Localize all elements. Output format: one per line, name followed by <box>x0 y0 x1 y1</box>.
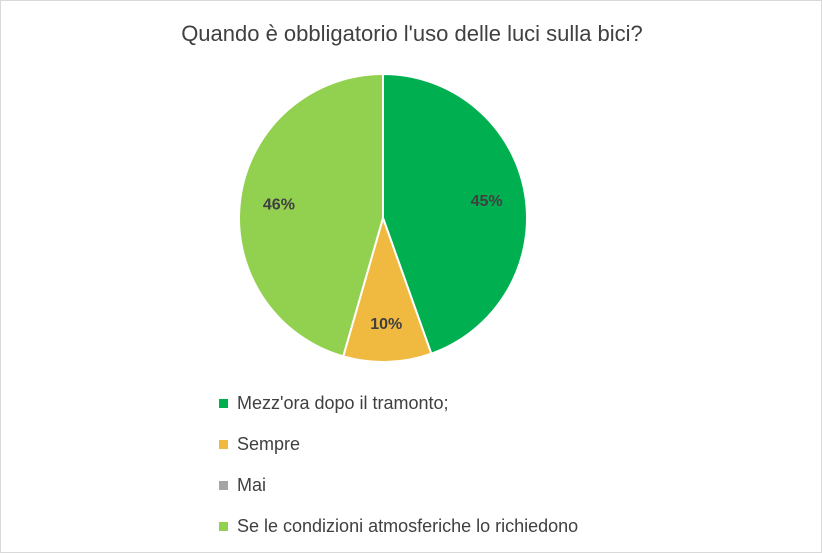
legend-label: Se le condizioni atmosferiche lo richied… <box>237 516 579 536</box>
pie-slice-se-le-condizioni-atmosferiche-lo-richiedono <box>238 73 384 358</box>
legend-swatch <box>219 440 228 449</box>
pie-slice-mezz-ora-dopo-il-tramonto <box>382 73 528 355</box>
legend-label: Mai <box>237 475 267 495</box>
legend-item-sempre: Sempre <box>219 424 578 465</box>
legend-swatch <box>219 522 228 531</box>
legend-item-mai: Mai <box>219 465 578 506</box>
data-label-se-le-condizioni-atmosferiche-lo-richiedono: 46% <box>263 196 295 213</box>
data-label-mezz-ora-dopo-il-tramonto: 45% <box>471 193 503 210</box>
legend-label: Sempre <box>237 434 301 454</box>
legend-item-se-le-condizioni-atmosferiche-lo-richiedono: Se le condizioni atmosferiche lo richied… <box>219 506 578 547</box>
legend-swatch <box>219 399 228 408</box>
data-label-sempre: 10% <box>370 316 402 333</box>
chart-title: Quando è obbligatorio l'uso delle luci s… <box>181 21 643 46</box>
legend: Mezz'ora dopo il tramonto; Sempre Mai Se le… <box>219 383 578 547</box>
legend-item-mezz-ora-dopo-il-tramonto: Mezz'ora dopo il tramonto; <box>219 383 578 424</box>
legend-swatch <box>219 481 228 490</box>
legend-label: Mezz'ora dopo il tramonto; <box>237 393 449 413</box>
pie-slice-sempre <box>342 217 433 363</box>
